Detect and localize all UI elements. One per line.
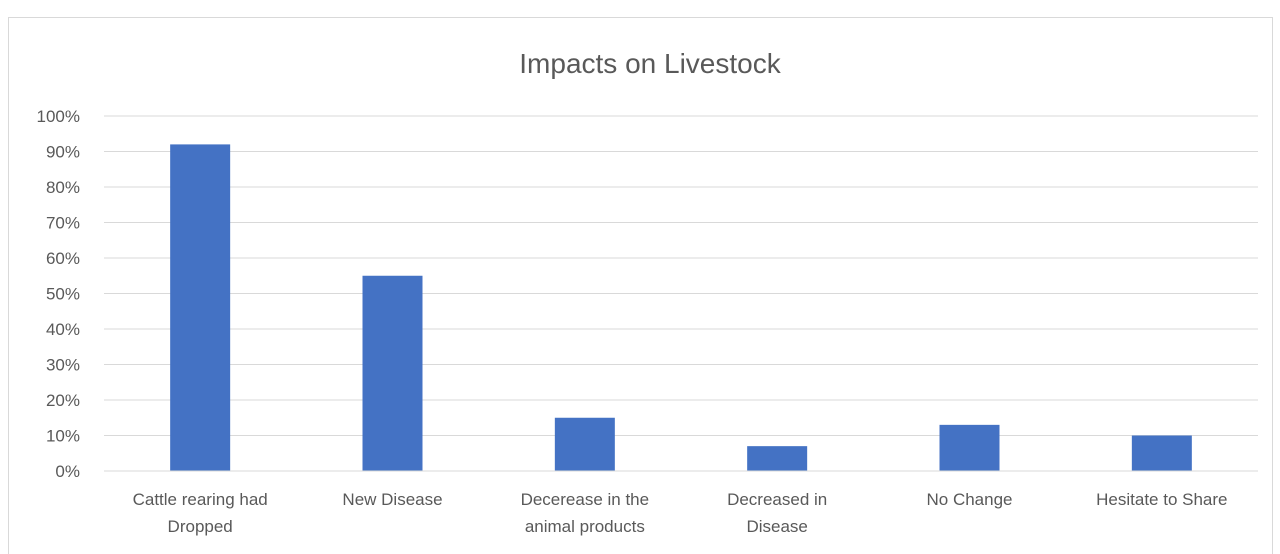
x-category-label: Hesitate to Share xyxy=(1096,490,1227,509)
bars xyxy=(170,144,1192,471)
bar xyxy=(362,275,423,471)
y-tick-label: 60% xyxy=(46,249,80,268)
y-tick-label: 0% xyxy=(55,462,80,481)
y-tick-label: 100% xyxy=(37,107,80,126)
bar xyxy=(1131,435,1192,471)
x-category-label: Cattle rearing had xyxy=(133,490,268,509)
y-tick-label: 20% xyxy=(46,391,80,410)
chart-title: Impacts on Livestock xyxy=(519,48,781,79)
y-tick-label: 40% xyxy=(46,320,80,339)
y-axis-tick-labels: 0% 10% 20% 30% 40% 50% 60% 70% 80% 90% 100% xyxy=(37,107,80,481)
bar xyxy=(170,144,231,471)
y-tick-label: 90% xyxy=(46,143,80,162)
y-tick-label: 30% xyxy=(46,356,80,375)
bar xyxy=(554,417,615,471)
bar xyxy=(747,446,808,471)
x-category-label: Decerease in the xyxy=(521,490,650,509)
y-tick-label: 80% xyxy=(46,178,80,197)
x-category-label: Disease xyxy=(746,517,807,536)
x-axis-category-labels: Cattle rearing had Dropped New Disease Dece… xyxy=(133,490,1228,536)
x-category-label: Dropped xyxy=(168,517,233,536)
y-tick-label: 70% xyxy=(46,214,80,233)
y-tick-label: 50% xyxy=(46,285,80,304)
grid-lines xyxy=(104,115,1258,436)
x-category-label: New Disease xyxy=(342,490,442,509)
y-tick-label: 10% xyxy=(46,427,80,446)
x-category-label: Decreased in xyxy=(727,490,827,509)
bar xyxy=(939,424,1000,471)
x-category-label: animal products xyxy=(525,517,645,536)
x-category-label: No Change xyxy=(926,490,1012,509)
